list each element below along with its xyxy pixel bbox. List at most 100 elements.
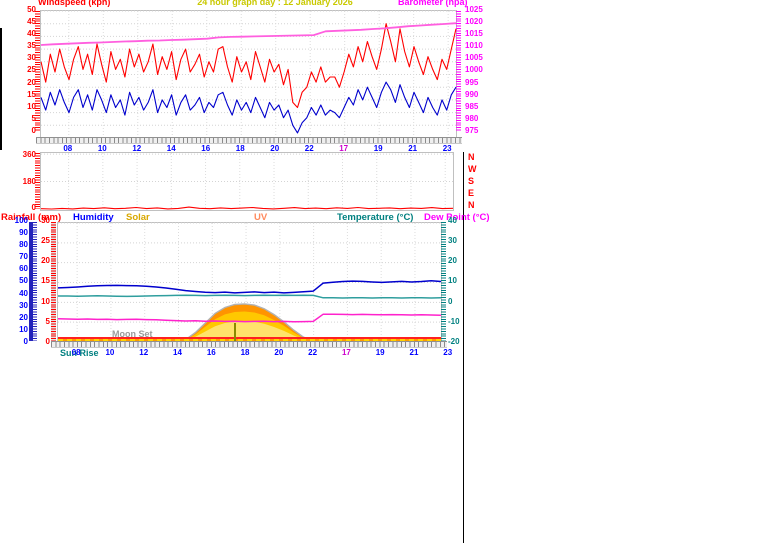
axis-tick-label: 25: [27, 65, 36, 75]
humidity-axis-ticks: [33, 222, 37, 341]
axis-tick-label: 5: [31, 113, 36, 123]
axis-tick-label: -20: [448, 336, 460, 346]
humidity-temperature-chart: [57, 222, 442, 343]
direction-y-axis-labels: 360 180 0: [14, 151, 36, 212]
bottom-chart-hour-labels: 08 10 12 14 16 18 20 22 17 19 21 23: [57, 348, 453, 358]
hour-tick-label: 17: [339, 144, 349, 153]
legend-item: Solar: [126, 212, 150, 223]
legend-item: Humidity: [73, 212, 114, 223]
legend-item: UV: [254, 212, 268, 223]
axis-tick-label: 25: [41, 236, 50, 246]
compass-letter: E: [468, 188, 475, 198]
axis-tick-label: 40: [448, 216, 457, 225]
axis-tick-label: 80: [19, 240, 28, 250]
hour-tick-label: 16: [206, 348, 216, 357]
axis-tick-label: 980: [465, 113, 479, 123]
hour-tick-label: 12: [139, 348, 149, 357]
axis-tick-label: 60: [19, 264, 28, 274]
axis-tick-label: 180: [22, 176, 36, 186]
axis-tick-label: 70: [19, 252, 28, 262]
axis-tick-label: 20: [19, 312, 28, 322]
axis-tick-label: 50: [27, 5, 36, 14]
barometer-axis-title: Barometer (hpa): [398, 0, 468, 7]
axis-tick-label: 10: [19, 324, 28, 334]
axis-tick-label: 1005: [465, 53, 483, 63]
axis-tick-label: 0: [45, 336, 50, 346]
top-chart-x-axis: [36, 137, 462, 144]
axis-tick-label: 10: [27, 101, 36, 111]
page-title: 24 hour graph day : 12 January 2026: [197, 0, 353, 7]
compass-letter: S: [468, 176, 475, 186]
hour-tick-label: 12: [132, 144, 142, 153]
hour-tick-label: 08: [71, 348, 81, 357]
hour-tick-label: 21: [409, 348, 419, 357]
humidity-axis-bar: [29, 222, 33, 341]
hour-tick-label: 23: [443, 348, 453, 357]
compass-letter: W: [468, 164, 477, 174]
axis-tick-label: 40: [19, 288, 28, 298]
axis-tick-label: 30: [448, 236, 457, 246]
windspeed-barometer-chart: [40, 10, 457, 139]
hour-tick-label: 23: [442, 144, 452, 153]
axis-tick-label: 45: [27, 17, 36, 27]
axis-tick-label: 15: [41, 276, 50, 286]
hour-tick-label: 14: [173, 348, 182, 357]
hour-tick-label: 21: [408, 144, 418, 153]
axis-tick-label: 40: [27, 29, 36, 39]
axis-tick-label: 360: [22, 150, 36, 159]
hour-tick-label: 17: [341, 348, 351, 357]
axis-tick-label: 20: [41, 256, 50, 266]
hour-tick-label: 22: [304, 144, 314, 153]
legend-item: Rainfall (mm): [1, 212, 62, 223]
axis-tick-label: 0: [23, 336, 28, 346]
right-divider-line: [463, 152, 464, 543]
moon-set-label: Moon Set: [112, 329, 153, 339]
hour-tick-label: 19: [375, 348, 385, 357]
axis-tick-label: 50: [19, 276, 28, 286]
axis-tick-label: 1000: [465, 65, 483, 75]
axis-tick-label: 35: [27, 41, 36, 51]
axis-tick-label: 30: [27, 53, 36, 63]
axis-tick-label: 1025: [465, 5, 483, 14]
temperature-axis-ticks: [441, 222, 446, 341]
wind-direction-series: [40, 153, 454, 210]
axis-tick-label: 995: [465, 77, 479, 87]
axis-tick-label: 90: [19, 228, 28, 238]
barometer-y-axis-labels: 1025 1020 1015 1010 1005 1000 995 990 985 980 975: [465, 6, 491, 135]
axis-tick-label: 0: [31, 125, 36, 135]
axis-tick-label: 975: [465, 125, 479, 135]
hour-tick-label: 16: [201, 144, 211, 153]
windspeed-axis-ticks: [35, 11, 40, 132]
rainfall-zero-line: [58, 337, 441, 339]
axis-tick-label: 1020: [465, 17, 483, 27]
axis-tick-label: 5: [45, 316, 50, 326]
axis-tick-label: 30: [41, 216, 50, 225]
bottom-chart-series: [57, 222, 442, 343]
hour-tick-label: 19: [373, 144, 383, 153]
rainfall-y-axis-labels: 30 25 20 15 10 5 0: [36, 217, 50, 346]
axis-tick-label: 15: [27, 89, 36, 99]
legend-item: Dew Point (°C): [424, 212, 490, 223]
humidity-y-axis-labels: 100 90 80 70 60 50 40 30 20 10 0: [4, 217, 28, 346]
windspeed-barometer-series: [40, 10, 457, 139]
axis-tick-label: 990: [465, 89, 479, 99]
hour-tick-label: 20: [274, 348, 284, 357]
rainfall-axis-ticks: [51, 222, 56, 341]
compass-letter: N: [468, 152, 475, 162]
axis-tick-label: 0: [448, 296, 453, 306]
temperature-y-axis-labels: 40 30 20 10 0 -10 -20: [448, 217, 472, 346]
top-chart-hour-labels: 08 10 12 14 16 18 20 22 17 19 21 23: [40, 144, 455, 154]
axis-tick-label: 985: [465, 101, 479, 111]
hour-tick-label: 20: [270, 144, 280, 153]
hour-tick-label: 22: [308, 348, 318, 357]
windspeed-y-axis-labels: 50 45 40 35 30 25 20 15 10 5 0: [14, 6, 36, 135]
barometer-axis-ticks: [456, 11, 461, 132]
hour-tick-label: 18: [235, 144, 245, 153]
left-edge-line: [0, 28, 2, 150]
axis-tick-label: 1015: [465, 29, 483, 39]
solar-baseline-bar: [58, 339, 441, 342]
sun-rise-label: Sun Rise: [60, 348, 99, 358]
wind-direction-chart: [40, 152, 454, 211]
bottom-chart-legend: Rainfall (mm) Humidity Solar UV Temperature …: [0, 212, 500, 224]
